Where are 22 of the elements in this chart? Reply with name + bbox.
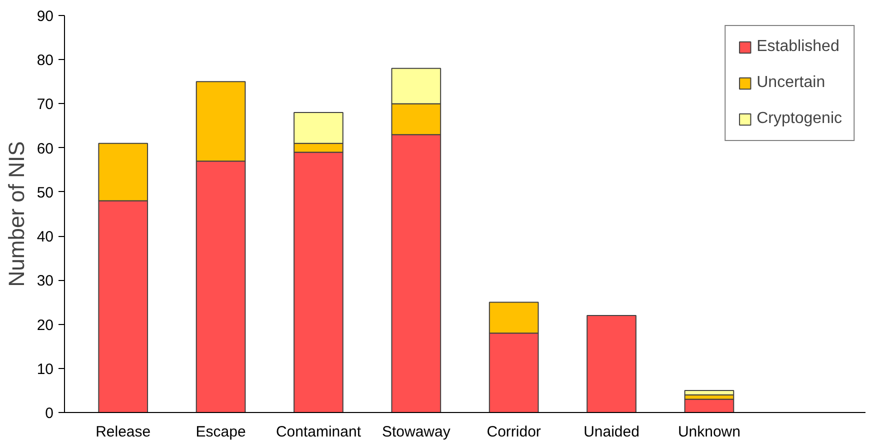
x-tick-label: Release (96, 424, 151, 440)
y-tick-label: 20 (36, 316, 54, 334)
y-tick-label: 50 (36, 184, 54, 202)
legend-label: Cryptogenic (756, 110, 842, 128)
x-tick-label: Unaided (584, 424, 640, 440)
y-tick-label: 0 (45, 405, 54, 422)
x-tick-label: Corridor (486, 424, 541, 440)
y-tick-label: 60 (36, 140, 54, 158)
bar (586, 314, 636, 412)
y-tick-label: 30 (36, 272, 54, 290)
x-tick-label: Escape (196, 424, 246, 440)
x-tick-label: Stowaway (382, 424, 451, 440)
y-tick-label: 90 (36, 8, 54, 25)
x-tick-label: Unknown (678, 424, 740, 440)
x-tick-label: Contaminant (276, 424, 362, 440)
y-tick-label: 40 (36, 228, 54, 246)
y-tick-label: 80 (36, 52, 54, 70)
y-tick-label: 10 (36, 360, 54, 378)
y-axis-title: Number of NIS (4, 141, 29, 287)
legend-label: Established (756, 38, 840, 56)
y-tick-label: 70 (36, 96, 54, 114)
legend-label: Uncertain (756, 74, 826, 92)
